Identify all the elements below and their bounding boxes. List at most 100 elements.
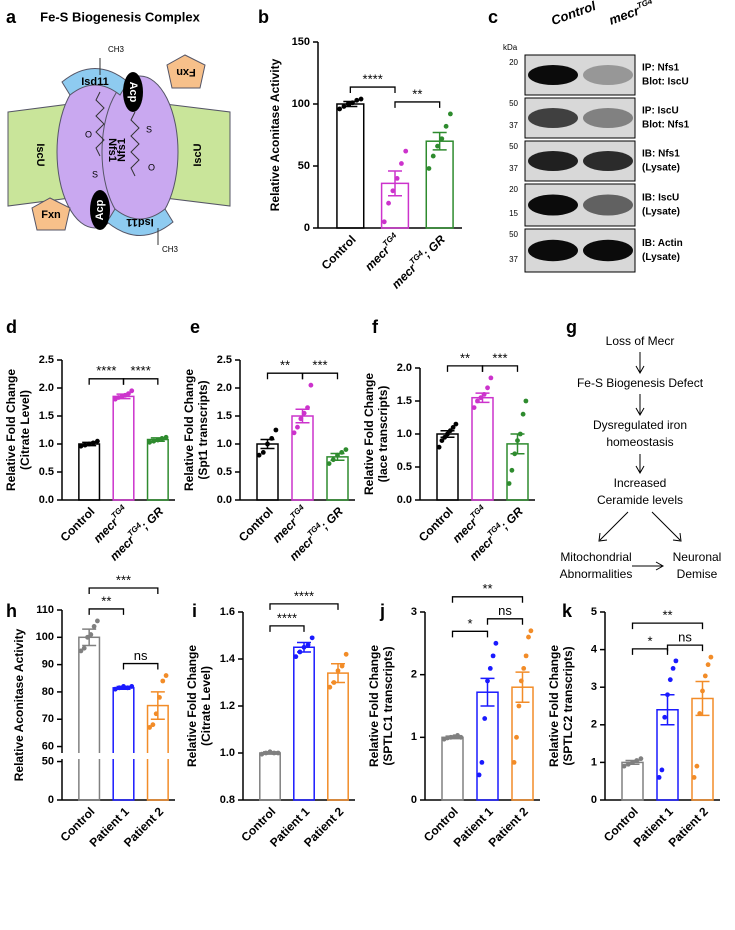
- marker-label: 20: [509, 58, 518, 67]
- data-point: [443, 123, 449, 129]
- y-tick-label: 0.5: [39, 466, 54, 478]
- significance-bracket: [451, 596, 524, 603]
- x-tick-text: mecr: [467, 532, 498, 563]
- pathway-step: Loss of Mecr: [606, 334, 675, 348]
- chain: [130, 111, 159, 245]
- data-point: [708, 654, 714, 660]
- y-tick-label: 0.0: [217, 494, 232, 506]
- chart-panel: 0 1 2 3 Relative Fold Change (SPTLC1 transcri…: [367, 581, 540, 850]
- significance-bracket: [269, 625, 305, 632]
- x-tick-sup: TG4: [289, 503, 307, 521]
- data-point: [308, 382, 314, 388]
- data-point: [630, 760, 635, 765]
- data-point: [450, 425, 456, 430]
- panel-letter: c: [488, 7, 498, 27]
- x-tick-suffix: ; GR: [318, 504, 346, 532]
- data-point: [702, 673, 708, 679]
- acp-shape: [123, 72, 143, 112]
- data-point: [147, 439, 152, 445]
- pathway-step: Ceramide levels: [597, 493, 683, 507]
- data-point: [90, 440, 96, 446]
- y-tick-label: 0: [591, 794, 597, 806]
- arrow: [598, 511, 629, 542]
- fxn-shape: [166, 54, 206, 89]
- y-tick-label: 1.5: [397, 395, 412, 407]
- data-point: [259, 751, 265, 757]
- blot-label: IB: IscU: [642, 193, 679, 204]
- data-point: [478, 395, 484, 401]
- complex-diagram: Fe-S Biogenesis Complex Isd11 CH3 Acp Fx…: [7, 9, 231, 254]
- data-point: [485, 385, 490, 391]
- data-point: [297, 649, 303, 655]
- x-tick-suffix: ; GR: [420, 232, 448, 260]
- significance-bracket: [394, 101, 441, 108]
- data-point: [621, 763, 627, 769]
- data-point: [485, 678, 490, 684]
- diagram-label: Nfs1: [106, 138, 118, 162]
- y-tick-label: 1.0: [397, 428, 412, 440]
- bar: [112, 687, 135, 801]
- x-tick-sup: TG4: [469, 503, 487, 521]
- y-tick-label: 1.4: [220, 653, 236, 665]
- diagram-label: Fxn: [176, 66, 196, 78]
- chart-panel: 0.8 1.0 1.2 1.4 1.6 Relative Fold Change (Citr…: [185, 588, 355, 850]
- data-point: [506, 481, 512, 486]
- panel-letter: e: [190, 317, 200, 337]
- data-point: [482, 716, 488, 721]
- y-tick-label: 60: [42, 740, 54, 752]
- data-point: [159, 436, 165, 441]
- x-tick-label: Control: [319, 232, 359, 272]
- blot-label: IP: IscU: [642, 106, 679, 117]
- bar: [78, 636, 101, 801]
- blot-column-sup: TG4: [636, 0, 654, 11]
- data-point: [293, 654, 299, 660]
- blot-label: (Lysate): [642, 207, 680, 218]
- x-tick-sup: TG4: [381, 231, 399, 249]
- y-tick-label: 90: [42, 659, 54, 671]
- data-point: [265, 441, 270, 447]
- chart-panel: 0 1 2 3 4 5 Relative Fold Change (SPTLC2 transc…: [547, 606, 720, 850]
- diagram-label: Nfs1: [116, 138, 128, 162]
- y-axis-label: Relative Fold Change: [367, 645, 381, 767]
- significance-label: ***: [492, 350, 507, 365]
- y-tick-label: 4: [591, 644, 598, 656]
- x-tick-text: mecr: [107, 532, 138, 563]
- y-tick-label: 80: [42, 686, 54, 698]
- data-point: [481, 392, 487, 397]
- data-point: [493, 640, 499, 646]
- blot-band: [528, 194, 578, 216]
- blot-label: IB: Nfs1: [642, 149, 680, 160]
- data-point: [125, 685, 131, 691]
- data-point: [326, 461, 332, 466]
- data-point: [263, 750, 269, 756]
- significance-bracket: [88, 587, 159, 594]
- panel-letter: k: [562, 601, 573, 621]
- data-point: [291, 430, 297, 436]
- blot-band: [583, 194, 633, 216]
- data-point: [335, 452, 340, 458]
- significance-bracket: [301, 372, 339, 380]
- panel-letter: b: [258, 7, 269, 27]
- data-point: [358, 96, 364, 102]
- pathway-step: Fe-S Biogenesis Defect: [577, 376, 704, 390]
- data-point: [298, 416, 304, 422]
- blot-label: IB: Actin: [642, 238, 683, 249]
- bar: [293, 646, 315, 801]
- data-point: [511, 760, 517, 765]
- bar: [476, 691, 499, 801]
- y-tick-label: 3: [591, 681, 597, 693]
- data-point: [345, 101, 351, 107]
- chart-panel: 0.0 0.5 1.0 1.5 2.0 Relative Fold Change (lace…: [362, 350, 535, 564]
- data-point: [518, 678, 524, 684]
- data-point: [514, 734, 519, 740]
- pathway-outcome: Demise: [677, 567, 718, 581]
- data-point: [691, 775, 697, 780]
- significance-label: ns: [498, 603, 512, 618]
- data-point: [471, 405, 477, 410]
- y-axis-label: Relative Fold Change: [4, 369, 18, 491]
- bar: [259, 752, 281, 801]
- significance-bracket: [451, 630, 489, 638]
- data-point: [634, 758, 640, 763]
- y-tick-label: 1.2: [220, 700, 235, 712]
- data-point: [126, 391, 131, 396]
